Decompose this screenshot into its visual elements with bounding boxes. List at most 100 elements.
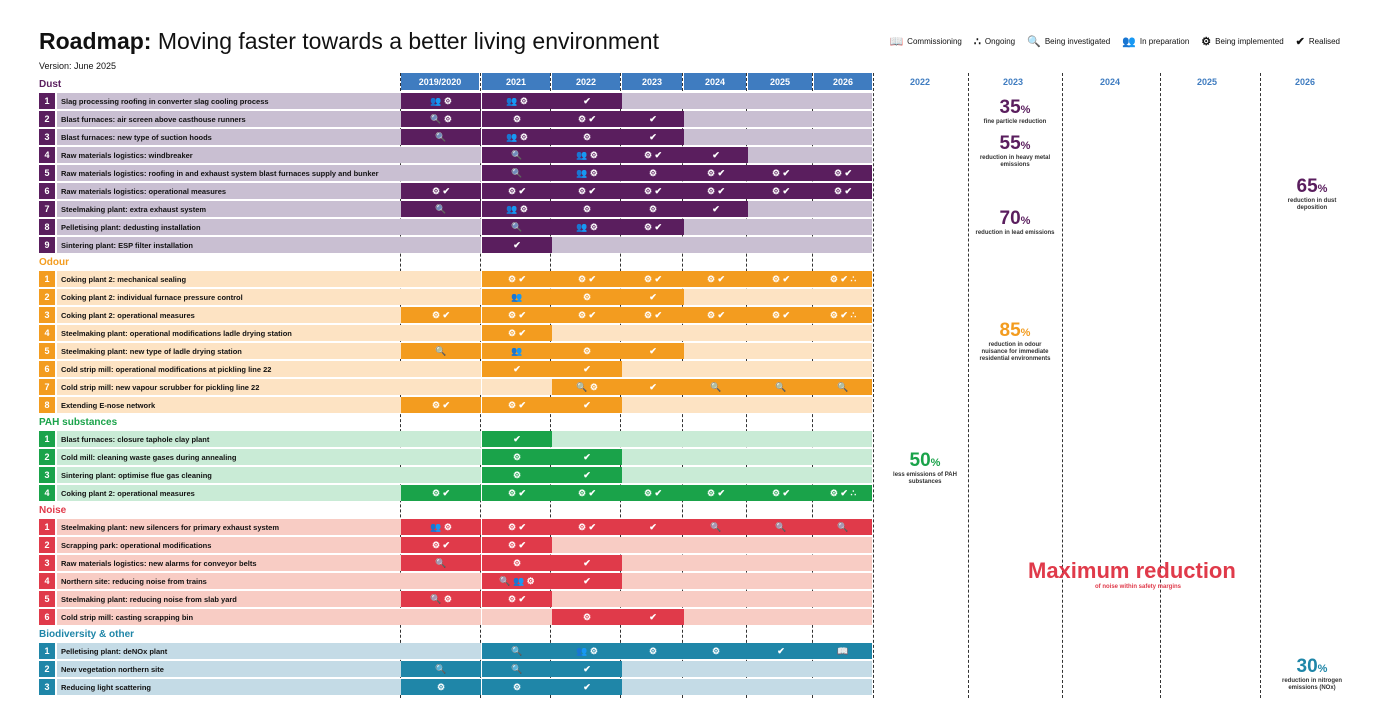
row-number: 4 [39, 573, 55, 589]
status-cell: ⚙ ✔ [622, 183, 684, 199]
section-title: Biodiversity & other [39, 629, 135, 640]
divider [873, 73, 874, 698]
legend-item: ✔ Realised [1296, 35, 1340, 48]
target-year-header: 2022 [909, 77, 931, 87]
status-cell [684, 111, 748, 127]
status-cell [684, 237, 748, 253]
status-cell [814, 573, 872, 589]
status-cell [552, 591, 622, 607]
legend-item: 🔍 Being investigated [1027, 35, 1110, 48]
status-cell: ✔ [622, 379, 684, 395]
status-cell [748, 591, 814, 607]
status-cell: ✔ [552, 449, 622, 465]
status-cell: 🔍 [748, 379, 814, 395]
stat-value: 35 [999, 97, 1021, 118]
row-label: Blast furnaces: new type of suction hood… [57, 129, 417, 145]
status-cell: ⚙ ✔ [814, 183, 872, 199]
year-header: 2026 [814, 73, 872, 90]
row-label: Coking plant 2: operational measures [57, 485, 417, 501]
status-cell: 🔍 [401, 661, 481, 677]
status-cell: ⚙ ✔ [552, 307, 622, 323]
stat-desc: reduction in odour nuisance for immediat… [979, 342, 1051, 362]
status-cell [684, 397, 748, 413]
status-cell [622, 591, 684, 607]
status-cell: ⚙ ✔ [684, 307, 748, 323]
stat-value: 85 [999, 320, 1021, 341]
status-cell [401, 271, 481, 287]
status-cell [684, 609, 748, 625]
status-cell [401, 379, 481, 395]
status-cell: ✔ [482, 237, 552, 253]
stat-desc: reduction in nitrogen emissions (NOx) [1282, 678, 1342, 691]
status-cell [748, 661, 814, 677]
row-number: 1 [39, 431, 55, 447]
search-icon: 🔍 [1027, 36, 1041, 48]
legend-item: 👥 In preparation [1122, 35, 1189, 48]
status-cell: ⚙ ✔ [748, 165, 814, 181]
status-cell: ⚙ ✔ [814, 165, 872, 181]
status-cell [684, 93, 748, 109]
status-cell [748, 609, 814, 625]
status-cell [748, 679, 814, 695]
row-number: 6 [39, 183, 55, 199]
status-cell: ⚙ ✔ [401, 397, 481, 413]
status-cell: 📖 [814, 643, 872, 659]
year-header: 2023 [622, 73, 682, 90]
stat-value: 50 [909, 450, 931, 471]
status-cell [482, 609, 552, 625]
status-cell [814, 609, 872, 625]
people-icon: 👥 [1122, 36, 1136, 48]
status-cell [622, 537, 684, 553]
status-cell: 👥 ⚙ [552, 643, 622, 659]
status-cell: ⚙ ✔ [684, 485, 748, 501]
status-cell: ✔ [622, 111, 684, 127]
target-year-header: 2026 [1294, 77, 1316, 87]
status-cell: ⚙ [552, 289, 622, 305]
row-label: Steelmaking plant: reducing noise from s… [57, 591, 417, 607]
book-icon: 📖 [889, 36, 904, 48]
status-cell [814, 129, 872, 145]
legend-label: Ongoing [984, 37, 1016, 46]
divider [968, 73, 969, 698]
status-cell [622, 449, 684, 465]
target-stat: 70% reduction in lead emissions [975, 208, 1055, 237]
status-cell [814, 449, 872, 465]
status-cell: 👥 ⚙ [401, 519, 481, 535]
status-cell: ⚙ [622, 165, 684, 181]
status-cell: ⚙ ✔ [622, 271, 684, 287]
status-cell [748, 573, 814, 589]
status-cell [748, 537, 814, 553]
year-header: 2024 [684, 73, 746, 90]
target-year-header: 2025 [1196, 77, 1218, 87]
status-cell: ⚙ [482, 679, 552, 695]
target-stat: 85% reduction in odour nuisance for immed… [975, 320, 1055, 363]
status-cell [684, 449, 748, 465]
status-cell: ⚙ ✔ [684, 165, 748, 181]
status-cell [748, 361, 814, 377]
status-cell: ✔ [622, 129, 684, 145]
row-number: 3 [39, 129, 55, 145]
status-cell [622, 679, 684, 695]
status-cell [684, 361, 748, 377]
status-cell [748, 343, 814, 359]
status-cell: ⚙ ✔ [684, 183, 748, 199]
status-cell [552, 431, 622, 447]
legend-item: ∴ Ongoing [974, 35, 1015, 48]
status-cell [748, 129, 814, 145]
status-cell [622, 661, 684, 677]
status-cell: ⚙ ✔ [552, 111, 622, 127]
stat-value: 70 [999, 208, 1021, 229]
row-label: Blast furnaces: air screen above casthou… [57, 111, 417, 127]
status-cell: 🔍 [684, 379, 748, 395]
status-cell [684, 591, 748, 607]
status-cell: 🔍 [814, 519, 872, 535]
stat-value: 55 [999, 133, 1021, 154]
stat-desc: reduction in dust deposition [1287, 198, 1337, 211]
row-label: Blast furnaces: closure taphole clay pla… [57, 431, 417, 447]
year-header: 2025 [748, 73, 812, 90]
status-cell [684, 129, 748, 145]
row-number: 3 [39, 467, 55, 483]
status-cell: ⚙ [482, 449, 552, 465]
status-cell [684, 343, 748, 359]
status-cell: ⚙ ✔ [401, 183, 481, 199]
